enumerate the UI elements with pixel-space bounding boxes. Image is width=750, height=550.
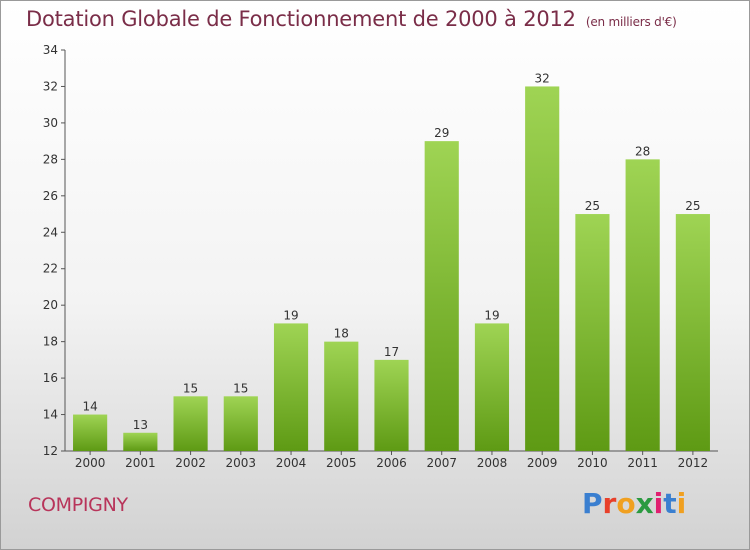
bar-2003 bbox=[223, 396, 258, 451]
bar-2010 bbox=[575, 214, 610, 451]
x-tick-label: 2001 bbox=[125, 456, 156, 470]
bar-value-label: 13 bbox=[133, 418, 148, 432]
bar-2007 bbox=[424, 141, 459, 452]
x-tick-label: 2003 bbox=[226, 456, 257, 470]
bar-2001 bbox=[123, 432, 158, 451]
chart-title-text: Dotation Globale de Fonctionnement de 20… bbox=[26, 7, 576, 31]
logo-letter: o bbox=[616, 487, 636, 520]
bar-2000 bbox=[73, 414, 108, 451]
bar-value-label: 15 bbox=[233, 381, 248, 395]
logo-letter: r bbox=[602, 487, 617, 520]
bar-value-label: 19 bbox=[484, 308, 499, 322]
x-tick-label: 2008 bbox=[477, 456, 508, 470]
y-tick-label: 30 bbox=[43, 116, 58, 130]
bar-2012 bbox=[675, 214, 710, 451]
x-tick-label: 2007 bbox=[426, 456, 457, 470]
chart-subtitle: (en milliers d'€) bbox=[585, 15, 677, 29]
proxiti-logo: Proxiti bbox=[582, 487, 686, 520]
y-tick-label: 22 bbox=[43, 262, 58, 276]
bar-2006 bbox=[374, 359, 409, 451]
x-tick-label: 2005 bbox=[326, 456, 357, 470]
bar-2008 bbox=[474, 323, 510, 451]
y-tick-label: 26 bbox=[43, 189, 58, 203]
logo-letter: P bbox=[582, 487, 603, 520]
bar-value-label: 25 bbox=[685, 199, 700, 213]
x-tick-label: 2010 bbox=[577, 456, 608, 470]
bar-value-label: 18 bbox=[334, 327, 349, 341]
logo-letter: t bbox=[663, 487, 677, 520]
logo-letter: i bbox=[676, 487, 687, 520]
y-tick-label: 32 bbox=[43, 79, 58, 93]
bar-2002 bbox=[173, 396, 208, 451]
bar-2011 bbox=[625, 159, 660, 451]
bar-value-label: 17 bbox=[384, 345, 399, 359]
bar-value-label: 32 bbox=[535, 71, 550, 85]
logo-letter: x bbox=[635, 487, 654, 520]
y-tick-label: 18 bbox=[43, 335, 58, 349]
x-tick-label: 2011 bbox=[627, 456, 658, 470]
y-tick-label: 12 bbox=[43, 444, 58, 458]
x-tick-label: 2004 bbox=[276, 456, 307, 470]
bar-value-label: 29 bbox=[434, 126, 449, 140]
bar-value-label: 28 bbox=[635, 144, 650, 158]
y-tick-label: 28 bbox=[43, 152, 58, 166]
logo-letter: i bbox=[653, 487, 664, 520]
x-tick-label: 2002 bbox=[175, 456, 206, 470]
bar-2009 bbox=[525, 86, 560, 452]
y-tick-label: 16 bbox=[43, 371, 58, 385]
x-tick-label: 2006 bbox=[376, 456, 407, 470]
bar-value-label: 14 bbox=[82, 400, 97, 414]
x-tick-label: 2000 bbox=[75, 456, 106, 470]
bar-2005 bbox=[324, 341, 359, 451]
y-tick-label: 20 bbox=[43, 298, 58, 312]
y-tick-label: 24 bbox=[43, 225, 58, 239]
commune-name: COMPIGNY bbox=[28, 494, 128, 516]
bar-value-label: 19 bbox=[283, 308, 298, 322]
chart-title: Dotation Globale de Fonctionnement de 20… bbox=[26, 7, 677, 31]
bar-value-label: 25 bbox=[585, 199, 600, 213]
y-tick-label: 14 bbox=[43, 408, 58, 422]
bar-2004 bbox=[273, 323, 309, 451]
bar-value-label: 15 bbox=[183, 381, 198, 395]
x-tick-label: 2012 bbox=[678, 456, 709, 470]
x-tick-label: 2009 bbox=[527, 456, 558, 470]
y-tick-label: 34 bbox=[43, 43, 58, 57]
